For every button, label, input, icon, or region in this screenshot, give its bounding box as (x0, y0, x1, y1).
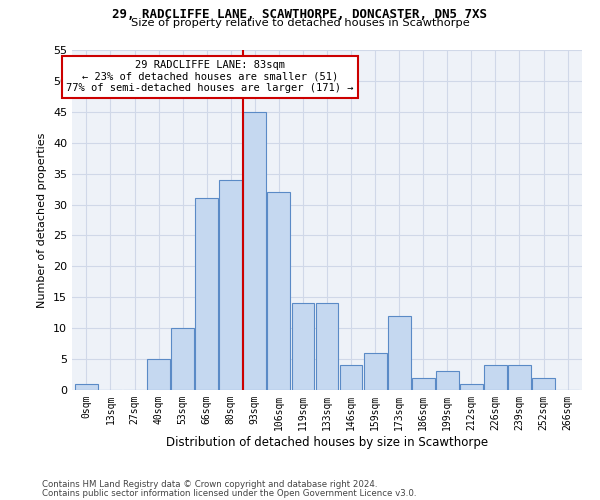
Text: Size of property relative to detached houses in Scawthorpe: Size of property relative to detached ho… (131, 18, 469, 28)
Bar (436, 372, 459, 390)
Bar (316, 304, 338, 390)
Bar (460, 384, 483, 390)
Text: 29 RADCLIFFE LANE: 83sqm
← 23% of detached houses are smaller (51)
77% of semi-d: 29 RADCLIFFE LANE: 83sqm ← 23% of detach… (66, 60, 353, 94)
Bar (484, 366, 507, 390)
X-axis label: Distribution of detached houses by size in Scawthorpe: Distribution of detached houses by size … (166, 436, 488, 448)
Y-axis label: Number of detached properties: Number of detached properties (37, 132, 47, 308)
Bar (75, 384, 98, 390)
Text: Contains public sector information licensed under the Open Government Licence v3: Contains public sector information licen… (42, 488, 416, 498)
Text: 29, RADCLIFFE LANE, SCAWTHORPE, DONCASTER, DN5 7XS: 29, RADCLIFFE LANE, SCAWTHORPE, DONCASTE… (113, 8, 487, 20)
Bar (244, 112, 266, 390)
Text: Contains HM Land Registry data © Crown copyright and database right 2024.: Contains HM Land Registry data © Crown c… (42, 480, 377, 489)
Bar (220, 180, 242, 390)
Bar (195, 198, 218, 390)
Bar (412, 378, 434, 390)
Bar (268, 192, 290, 390)
Bar (292, 304, 314, 390)
Bar (508, 366, 531, 390)
Bar (171, 328, 194, 390)
Bar (532, 378, 555, 390)
Bar (340, 366, 362, 390)
Bar (147, 359, 170, 390)
Bar (364, 353, 386, 390)
Bar (388, 316, 410, 390)
